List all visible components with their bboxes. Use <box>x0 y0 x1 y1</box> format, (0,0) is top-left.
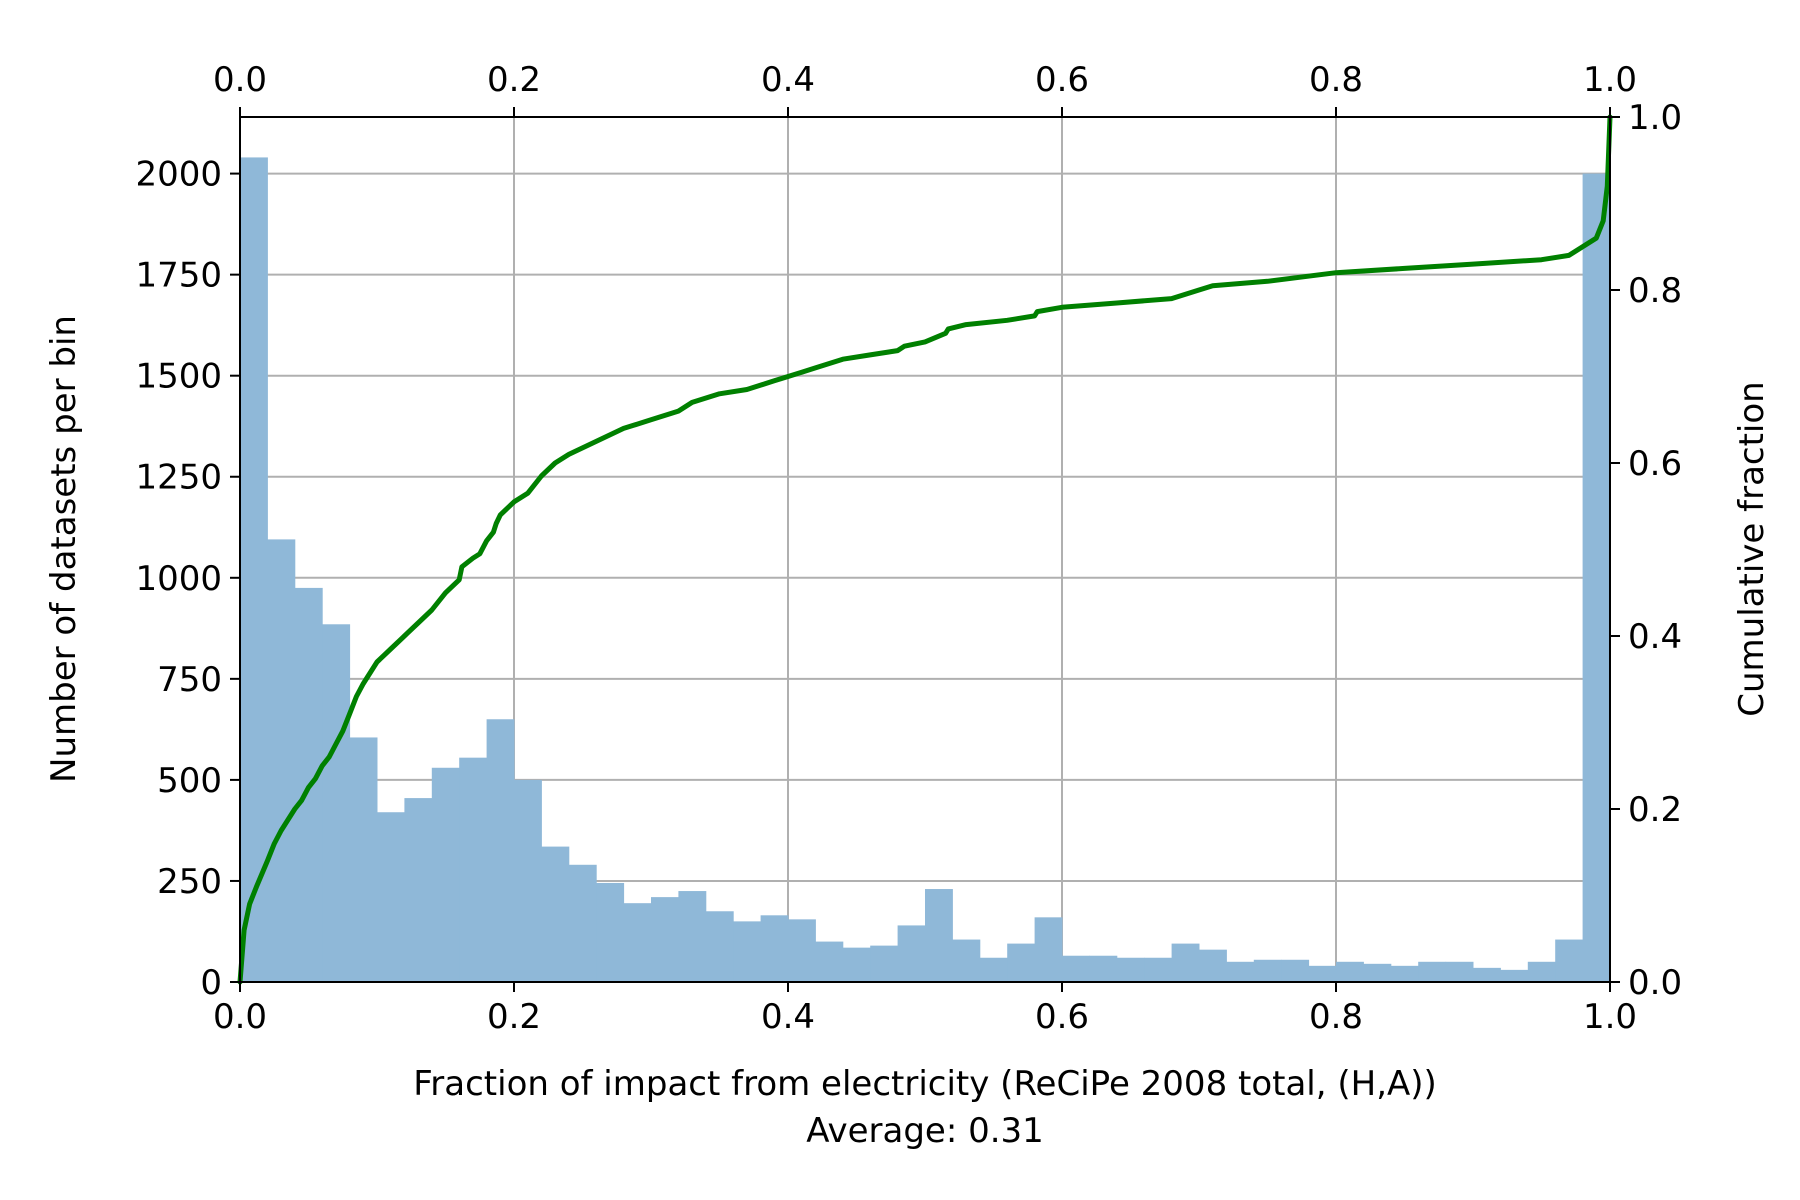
histogram-bar <box>1582 173 1611 982</box>
histogram-bar <box>1418 961 1447 982</box>
histogram-bar <box>1171 943 1200 982</box>
histogram-bar <box>1007 943 1036 982</box>
x-tick-label: 0.0 <box>213 997 267 1037</box>
histogram-bar <box>431 767 460 982</box>
x-tick-label: 0.4 <box>761 997 815 1037</box>
x-axis-subtitle: Average: 0.31 <box>806 1111 1044 1151</box>
histogram-bar <box>240 157 268 983</box>
histogram-bar <box>1199 949 1227 982</box>
y2-tick-label: 0.2 <box>1628 790 1682 830</box>
top-x-tick-label: 0.2 <box>487 60 541 100</box>
histogram-bar <box>1062 955 1090 982</box>
histogram-bar <box>760 915 789 982</box>
cumulative-line-layer <box>237 114 1613 985</box>
y-tick-label: 0 <box>200 963 222 1003</box>
histogram-bar <box>1253 959 1282 982</box>
y2-tick-label: 0.0 <box>1628 963 1682 1003</box>
histogram-bar <box>1144 957 1173 982</box>
plot-frame <box>239 116 1611 983</box>
histogram-bar <box>1308 965 1337 982</box>
histogram-bar <box>1500 969 1529 982</box>
histogram-bar <box>897 925 926 982</box>
histogram-bar <box>1336 961 1364 982</box>
top-x-tick-label: 0.4 <box>761 60 815 100</box>
y2-tick-label: 1.0 <box>1628 98 1682 138</box>
histogram-bar <box>349 737 378 982</box>
y-tick-label: 2000 <box>135 155 222 195</box>
histogram-bar <box>404 798 433 982</box>
histogram-bar <box>842 947 871 982</box>
y2-tick-label: 0.8 <box>1628 271 1682 311</box>
top-x-tick-label: 0.0 <box>213 60 267 100</box>
histogram-bar <box>733 921 762 982</box>
histogram-bar <box>651 897 679 982</box>
histogram-bar <box>788 919 816 982</box>
histogram-bar <box>952 939 981 982</box>
x-tick-label: 0.8 <box>1309 997 1363 1037</box>
histogram-bar <box>1281 959 1310 982</box>
y-tick-label: 1750 <box>135 256 222 296</box>
histogram-bar <box>541 846 570 982</box>
histogram-bar <box>486 719 515 982</box>
y2-tick-label: 0.6 <box>1628 444 1682 484</box>
top-x-tick-label: 0.8 <box>1309 60 1363 100</box>
y-tick-label: 1250 <box>135 458 222 498</box>
top-x-tick-label: 1.0 <box>1583 60 1637 100</box>
histogram-bar <box>568 864 597 982</box>
histogram-bar <box>1390 965 1419 982</box>
histogram-bar <box>267 539 296 982</box>
histogram-bar <box>815 941 844 982</box>
histogram-bar <box>322 624 351 982</box>
y-tick-label: 500 <box>157 761 222 801</box>
x-tick-label: 0.6 <box>1035 997 1089 1037</box>
histogram-bar <box>1555 939 1584 982</box>
y-tick-label: 250 <box>157 862 222 902</box>
axis-ticks: 0.0 0.2 0.4 0.6 0.8 1.00.0 0.2 0.4 0.6 0.8 1.00250… <box>135 60 1682 1037</box>
histogram-bar <box>1116 957 1145 982</box>
histogram-bar <box>1445 961 1474 982</box>
histogram-bar <box>979 957 1008 982</box>
x-tick-label: 1.0 <box>1583 997 1637 1037</box>
histogram-bar <box>623 903 652 982</box>
histogram-bar <box>596 882 625 982</box>
histogram-bar <box>514 779 542 982</box>
histogram-bar <box>1034 917 1063 982</box>
histogram-bar <box>1363 963 1392 982</box>
histogram-bar <box>459 757 488 982</box>
top-x-tick-label: 0.6 <box>1035 60 1089 100</box>
y-axis-label: Number of datasets per bin <box>44 315 84 783</box>
histogram-bar <box>1527 961 1556 982</box>
histogram-bar <box>1226 961 1255 982</box>
histogram-bars <box>240 157 1611 983</box>
x-tick-label: 0.2 <box>487 997 541 1037</box>
histogram-bar <box>678 891 707 982</box>
histogram-bar <box>925 889 953 982</box>
cumulative-fraction-line <box>237 114 1613 985</box>
histogram-bar <box>870 945 899 982</box>
y-tick-label: 750 <box>157 660 222 700</box>
y2-tick-label: 0.4 <box>1628 617 1682 657</box>
y-tick-label: 1000 <box>135 559 222 599</box>
y-tick-label: 1500 <box>135 357 222 397</box>
histogram-bar <box>705 911 734 982</box>
x-axis-label: Fraction of impact from electricity (ReC… <box>413 1064 1437 1104</box>
histogram-bar <box>1089 955 1118 982</box>
histogram-bar <box>377 812 405 982</box>
y2-axis-label: Cumulative fraction <box>1732 381 1772 716</box>
histogram-bar <box>1473 967 1501 982</box>
